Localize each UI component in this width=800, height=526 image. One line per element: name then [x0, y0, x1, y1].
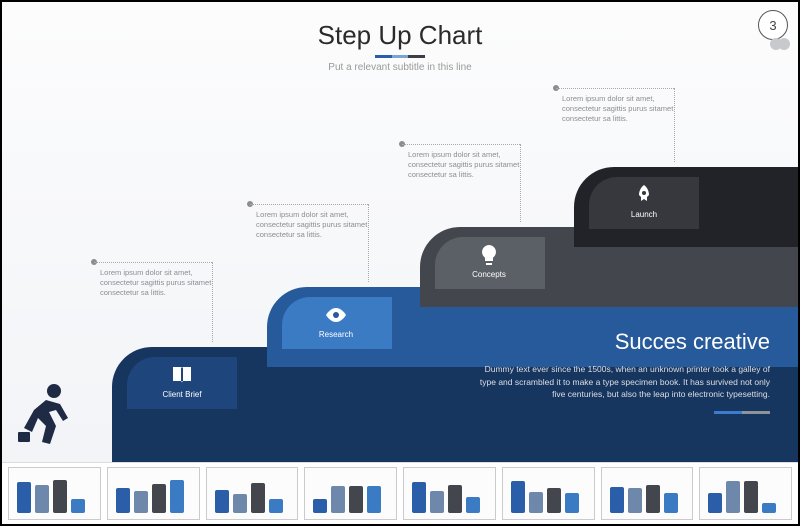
slide-canvas: Step Up Chart Put a relevant subtitle in… [2, 2, 798, 462]
step-launch-callout-text: Lorem ipsum dolor sit amet, consectetur … [556, 88, 686, 124]
title-block: Step Up Chart Put a relevant subtitle in… [2, 2, 798, 73]
thumbnail-1[interactable] [8, 467, 101, 520]
step-client-brief-callout-text: Lorem ipsum dolor sit amet, consectetur … [94, 262, 224, 298]
bulb-icon [477, 243, 501, 267]
thumbnail-strip [2, 462, 798, 524]
step-research-badge: Research [304, 290, 368, 352]
runner-icon [16, 382, 80, 454]
step-client-brief-badge: Client Brief [150, 350, 214, 412]
page-subtitle: Put a relevant subtitle in this line [2, 62, 798, 73]
thumbnail-7[interactable] [601, 467, 694, 520]
book-icon [170, 363, 194, 387]
creative-body: Dummy text ever since the 1500s, when an… [470, 363, 770, 401]
slide-number-badge: 3 [758, 10, 788, 40]
step-concepts-callout-text: Lorem ipsum dolor sit amet, consectetur … [402, 144, 532, 180]
step-research-label: Research [319, 330, 353, 339]
step-client-brief-callout: Lorem ipsum dolor sit amet, consectetur … [94, 262, 224, 298]
step-launch-label: Launch [631, 210, 657, 219]
step-research-callout-text: Lorem ipsum dolor sit amet, consectetur … [250, 204, 380, 240]
eye-icon [324, 303, 348, 327]
thumbnail-2[interactable] [107, 467, 200, 520]
step-concepts-badge: Concepts [457, 230, 521, 292]
step-client-brief-label: Client Brief [162, 390, 201, 399]
corner-decoration [774, 38, 790, 50]
page-title: Step Up Chart [2, 20, 798, 51]
creative-heading: Succes creative [470, 329, 770, 355]
thumbnail-3[interactable] [206, 467, 299, 520]
step-concepts-callout: Lorem ipsum dolor sit amet, consectetur … [402, 144, 532, 180]
title-accent [375, 55, 425, 58]
thumbnail-4[interactable] [304, 467, 397, 520]
creative-accent [714, 411, 770, 414]
creative-text-block: Succes creative Dummy text ever since th… [470, 329, 770, 414]
step-concepts-label: Concepts [472, 270, 506, 279]
step-launch-callout: Lorem ipsum dolor sit amet, consectetur … [556, 88, 686, 124]
thumbnail-6[interactable] [502, 467, 595, 520]
thumbnail-5[interactable] [403, 467, 496, 520]
rocket-icon [632, 183, 656, 207]
thumbnail-8[interactable] [699, 467, 792, 520]
step-launch-badge: Launch [612, 170, 676, 232]
step-research-callout: Lorem ipsum dolor sit amet, consectetur … [250, 204, 380, 240]
